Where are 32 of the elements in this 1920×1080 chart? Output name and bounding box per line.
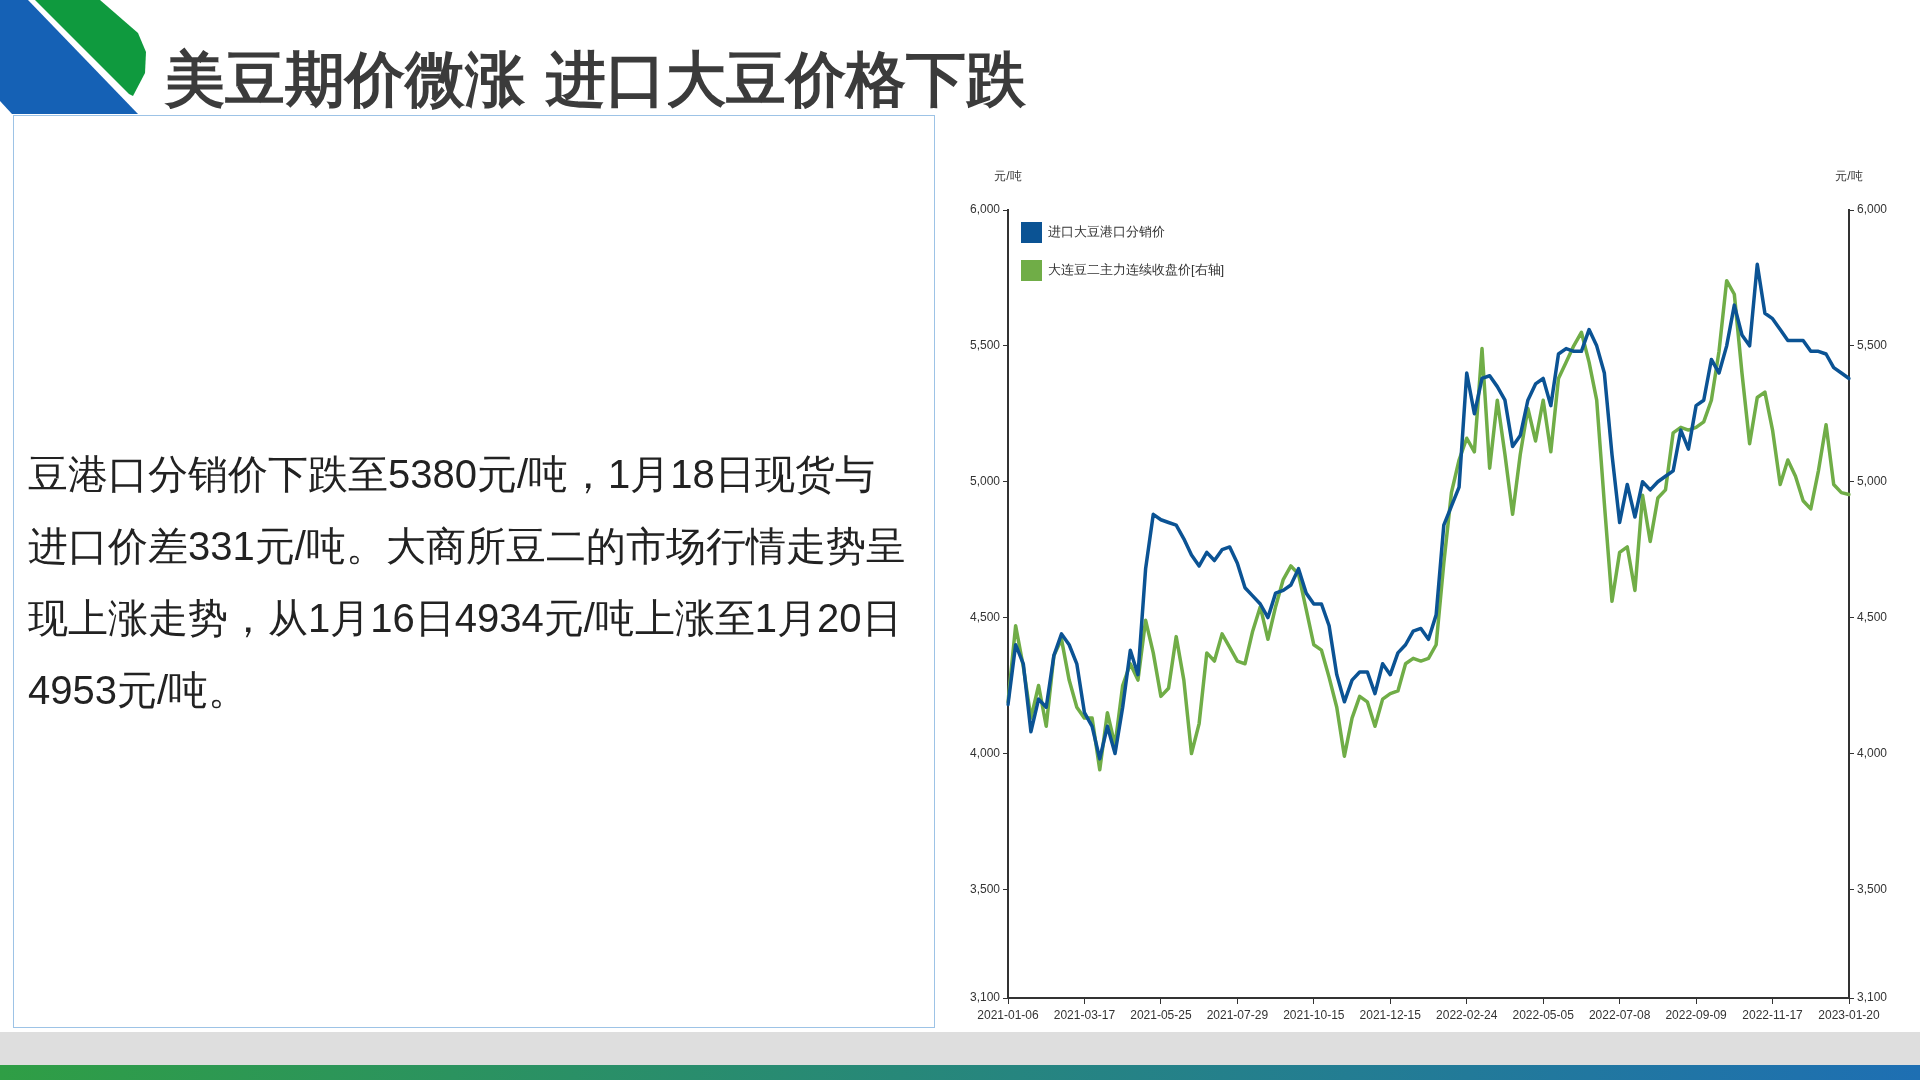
y2-tick-label: 5,500 [1857,338,1888,353]
x-tick-label: 2021-01-06 [977,1007,1040,1022]
x-tick-label: 2021-07-29 [1206,1007,1269,1022]
x-tick-label: 2022-07-08 [1588,1007,1651,1022]
x-tick-label: 2022-09-09 [1665,1007,1728,1022]
y2-tick-label: 3,500 [1857,881,1888,896]
y-tick-label: 5,000 [969,474,1001,489]
y-tick-label: 5,500 [969,338,1001,353]
x-tick-label: 2022-11-17 [1742,1007,1804,1022]
y2-tick-label: 5,000 [1857,474,1888,489]
y-tick-label: 4,000 [969,745,1001,760]
y-tick-label: 3,500 [969,881,1001,896]
x-tick-label: 2021-03-17 [1053,1007,1116,1022]
y2-axis-title: 元/吨 [1835,169,1863,184]
x-tick-label: 2021-12-15 [1359,1007,1422,1022]
x-tick-label: 2021-10-15 [1283,1007,1345,1022]
text-panel: 豆港口分销价下跌至5380元/吨，1月18日现货与进口价差331元/吨。大商所豆二的市场行情走势呈现上涨走势，从1月16日4934元/吨上涨至1月20日4953元/吨。 [13,115,935,1028]
y-axis-title: 元/吨 [994,169,1022,184]
y2-tick-label: 3,100 [1857,990,1888,1005]
y2-tick-label: 4,500 [1857,609,1888,624]
x-tick-label: 2022-02-24 [1436,1007,1498,1022]
x-tick-label: 2022-05-05 [1512,1007,1575,1022]
chart-title: 美豆期价微涨 进口大豆价格下跌 [165,43,1026,116]
x-tick-label: 2021-05-25 [1130,1007,1192,1022]
legend-label: 进口大豆港口分销价 [1048,224,1165,240]
y-tick-label: 3,100 [969,990,1001,1005]
y-tick-label: 6,000 [969,202,1001,217]
legend-label: 大连豆二主力连续收盘价[右轴] [1048,262,1225,278]
x-tick-label: 2023-01-20 [1818,1007,1881,1022]
y-tick-label: 4,500 [969,609,1001,624]
y2-tick-label: 6,000 [1857,202,1888,217]
y2-tick-label: 4,000 [1857,745,1888,760]
